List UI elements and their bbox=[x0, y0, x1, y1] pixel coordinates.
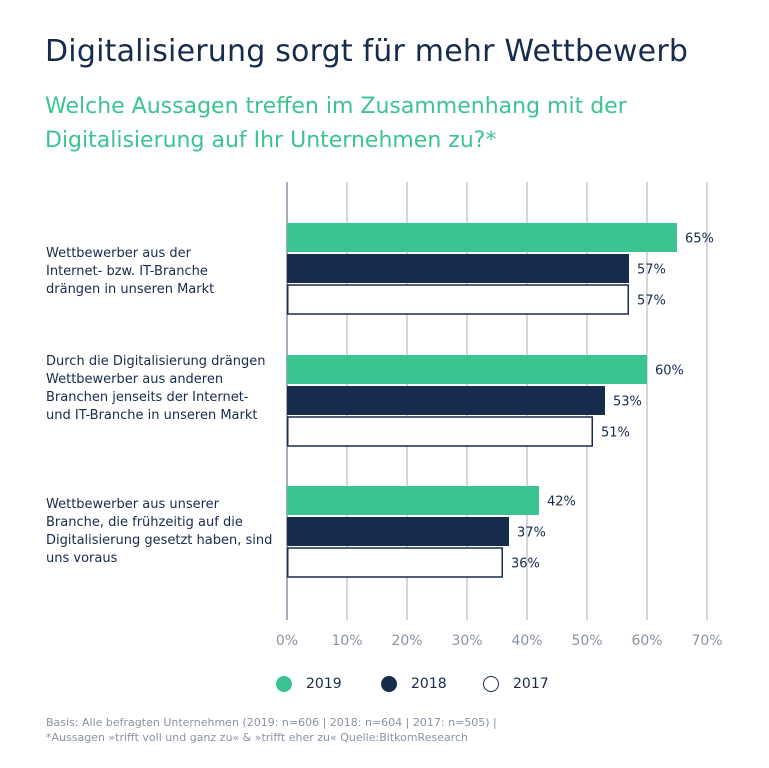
data-label: 42% bbox=[547, 495, 576, 510]
bar-2017-2 bbox=[287, 416, 593, 447]
bar-2017-1 bbox=[287, 284, 629, 315]
bar-2019-2 bbox=[287, 355, 647, 384]
x-tick-label: 20% bbox=[391, 633, 422, 649]
data-label: 51% bbox=[601, 426, 630, 441]
data-label: 36% bbox=[511, 557, 540, 572]
legend-label-2019: 2019 bbox=[306, 676, 342, 692]
legend-swatch-2018 bbox=[381, 676, 397, 692]
chart-subtitle: Welche Aussagen treffen im Zusammenhang … bbox=[45, 94, 627, 153]
legend-item-2017: 2017 bbox=[483, 673, 549, 695]
legend-swatch-2019 bbox=[276, 676, 292, 692]
bar-2018-1 bbox=[287, 254, 629, 283]
legend-label-2018: 2018 bbox=[411, 676, 447, 692]
data-label: 37% bbox=[517, 526, 546, 541]
category-label-3: Wettbewerber aus unserer Branche, die fr… bbox=[46, 497, 273, 566]
bar-2019-3 bbox=[287, 486, 539, 515]
category-label-1: Wettbewerber aus der Internet- bzw. IT-B… bbox=[46, 246, 215, 297]
category-label-2: Durch die Digitalisierung drängen Wettbe… bbox=[46, 354, 266, 423]
x-tick-label: 40% bbox=[511, 633, 542, 649]
x-tick-label: 50% bbox=[571, 633, 602, 649]
footnote-line-2: *Aussagen »trifft voll und ganz zu« & »t… bbox=[46, 731, 468, 744]
data-label: 57% bbox=[637, 294, 666, 309]
x-tick-label: 0% bbox=[276, 633, 298, 649]
footnote: Basis: Alle befragten Unternehmen (2019:… bbox=[46, 715, 746, 745]
legend-item-2018: 2018 bbox=[381, 673, 447, 695]
bar-2017-3 bbox=[287, 547, 503, 578]
x-tick-label: 10% bbox=[331, 633, 362, 649]
x-tick-label: 30% bbox=[451, 633, 482, 649]
chart-title: Digitalisierung sorgt für mehr Wettbewer… bbox=[45, 34, 689, 69]
x-tick-label: 70% bbox=[691, 633, 722, 649]
x-tick-label: 60% bbox=[631, 633, 662, 649]
legend-label-2017: 2017 bbox=[513, 676, 549, 692]
legend-swatch-2017 bbox=[483, 676, 499, 692]
data-label: 53% bbox=[613, 395, 642, 410]
bar-2018-2 bbox=[287, 386, 605, 415]
data-label: 65% bbox=[685, 232, 714, 247]
bar-chart: 0% 10% 20% 30% 40% 50% 60% 70% 65% 57% 57% 60% 53% 51… bbox=[276, 182, 723, 649]
data-label: 57% bbox=[637, 263, 666, 278]
footnote-line-1: Basis: Alle befragten Unternehmen (2019:… bbox=[46, 716, 497, 729]
bar-2018-3 bbox=[287, 517, 509, 546]
bar-2019-1 bbox=[287, 223, 677, 252]
legend-item-2019: 2019 bbox=[276, 673, 342, 695]
data-label: 60% bbox=[655, 364, 684, 379]
